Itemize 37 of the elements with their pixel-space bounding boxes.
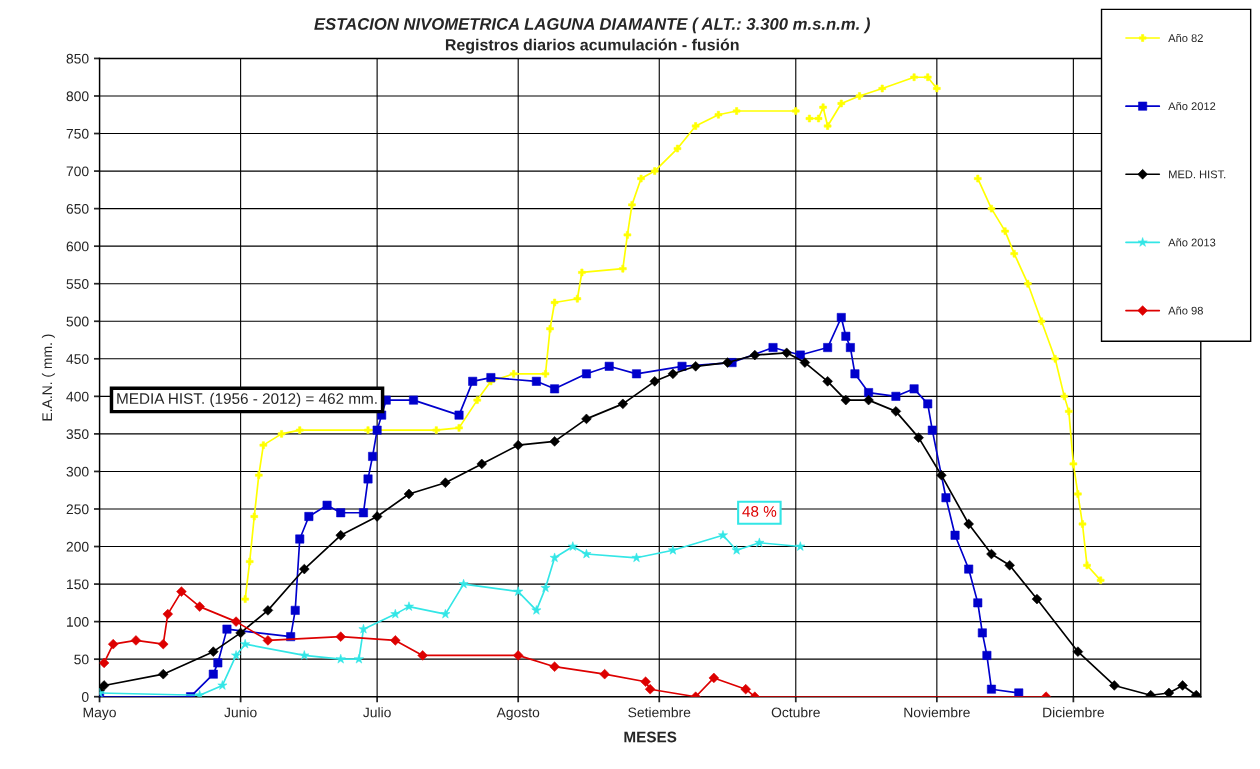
y-tick-label: 100 bbox=[67, 616, 89, 627]
x-tick-label: Octubre bbox=[771, 707, 820, 718]
legend-label: Año 2012 bbox=[1168, 102, 1216, 111]
y-tick-label: 600 bbox=[66, 241, 89, 252]
x-tick-label: Diciembre bbox=[1043, 707, 1104, 718]
y-tick-label: 250 bbox=[66, 504, 89, 515]
y-tick-label: 150 bbox=[67, 579, 89, 590]
chart-title: ESTACION NIVOMETRICA LAGUNA DIAMANTE ( ALT.: 3.300 m.s.n.m. ) bbox=[314, 17, 870, 34]
x-axis-title: MESES bbox=[624, 731, 677, 743]
x-tick-label: Mayo bbox=[83, 707, 116, 721]
y-tick-label: 750 bbox=[66, 128, 89, 139]
annotation: MEDIA HIST. (1956 - 2012) = 462 mm. bbox=[117, 392, 377, 408]
y-axis-title: E.A.N. ( mm. ) bbox=[41, 334, 55, 421]
legend-label: Año 82 bbox=[1168, 33, 1203, 43]
chart-subtitle: Registros diarios acumulación - fusión bbox=[445, 38, 739, 54]
x-tick-label: Julio bbox=[363, 707, 391, 718]
y-tick-label: 200 bbox=[66, 541, 89, 552]
x-tick-label: Noviembre bbox=[904, 707, 970, 718]
x-tick-label: Junio bbox=[224, 707, 257, 718]
legend-label: Año 2013 bbox=[1168, 238, 1216, 247]
y-tick-label: 300 bbox=[66, 466, 89, 477]
y-tick-label: 650 bbox=[66, 203, 89, 214]
y-tick-label: 50 bbox=[74, 654, 89, 665]
y-tick-label: 800 bbox=[66, 91, 89, 102]
y-tick-label: 500 bbox=[66, 316, 89, 327]
y-tick-label: 350 bbox=[66, 429, 89, 440]
y-tick-label: 450 bbox=[66, 354, 89, 364]
legend-label: Año 98 bbox=[1168, 306, 1203, 315]
annotation: 48 % bbox=[742, 506, 777, 517]
x-tick-label: Agosto bbox=[496, 707, 540, 721]
x-tick-label: Setiembre bbox=[628, 707, 691, 718]
y-tick-label: 400 bbox=[66, 391, 89, 402]
y-tick-label: 0 bbox=[81, 692, 89, 702]
y-tick-label: 700 bbox=[66, 166, 89, 177]
y-tick-label: 850 bbox=[66, 53, 89, 64]
y-tick-label: 550 bbox=[66, 279, 89, 289]
legend-label: MED. HIST. bbox=[1169, 170, 1226, 179]
